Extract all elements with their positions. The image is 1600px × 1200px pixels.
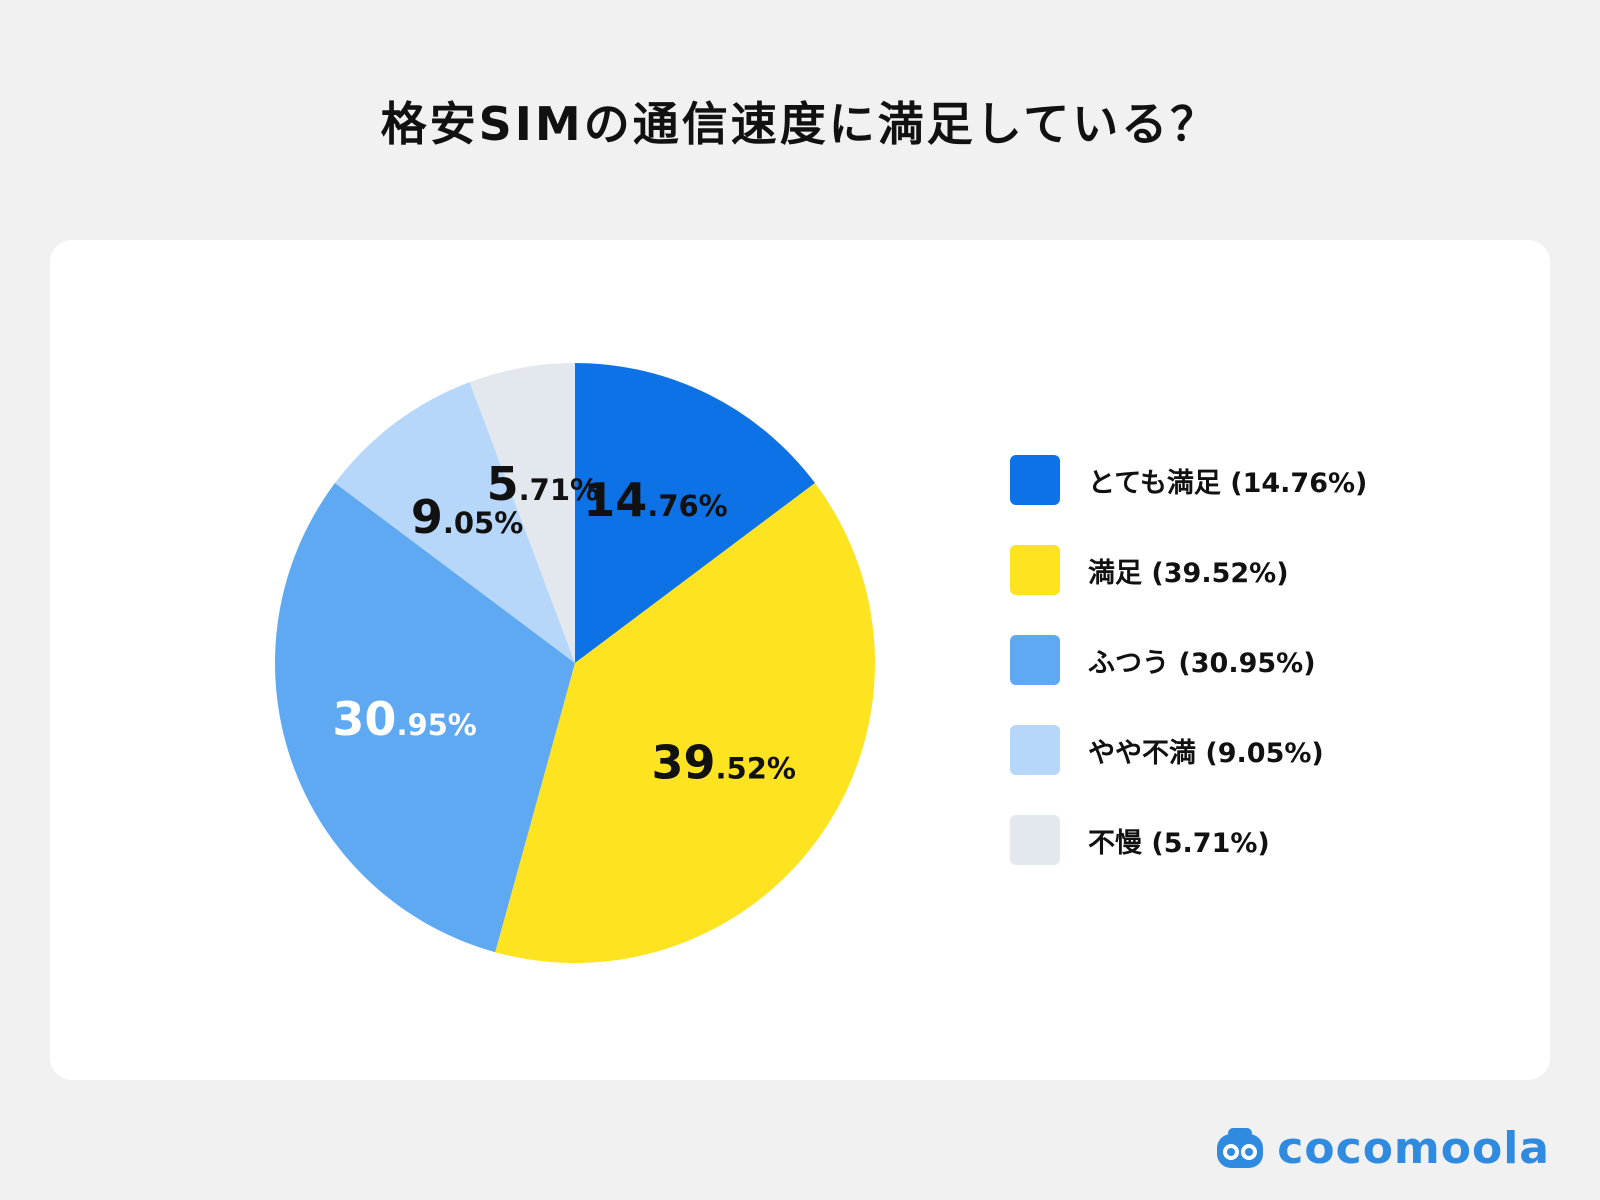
pie-label-1: 39.52% <box>651 735 795 789</box>
legend-swatch-4 <box>1010 815 1060 865</box>
legend-swatch-0 <box>1010 455 1060 505</box>
legend-item-4: 不慢 (5.71%) <box>1010 795 1367 885</box>
pie-label-0: 14.76% <box>583 473 727 527</box>
pie-label-2: 30.95% <box>332 692 476 746</box>
legend-label-2: ふつう (30.95%) <box>1088 647 1316 679</box>
legend-item-3: やや不満 (9.05%) <box>1010 705 1367 795</box>
pie-label-4: 5.71% <box>487 457 599 511</box>
pie-slice-3 <box>334 382 575 663</box>
chart-card: 14.76% 39.52% 30.95% 9.05% 5.71% とても満足 (14.7… <box>50 240 1550 1080</box>
legend: とても満足 (14.76%) 満足 (39.52%) ふつう (30.95%) やや不… <box>1010 435 1367 885</box>
brand-name: cocomoola <box>1277 1123 1550 1174</box>
legend-label-4: 不慢 (5.71%) <box>1088 827 1270 859</box>
legend-item-0: とても満足 (14.76%) <box>1010 435 1367 525</box>
legend-item-2: ふつう (30.95%) <box>1010 615 1367 705</box>
pie-slice-1 <box>495 483 876 963</box>
legend-label-1: 満足 (39.52%) <box>1088 557 1289 589</box>
legend-swatch-1 <box>1010 545 1060 595</box>
cocomoola-logo-icon <box>1217 1127 1264 1168</box>
pie-slice-2 <box>274 483 575 953</box>
brand-logo: cocomoola <box>1211 1123 1550 1174</box>
legend-item-1: 満足 (39.52%) <box>1010 525 1367 615</box>
legend-swatch-3 <box>1010 725 1060 775</box>
pie-slice-4 <box>469 363 575 663</box>
legend-label-3: やや不満 (9.05%) <box>1088 737 1324 769</box>
pie-label-3: 9.05% <box>411 490 523 544</box>
pie-chart: 14.76% 39.52% 30.95% 9.05%5.71% <box>274 363 876 963</box>
pie-slice-0 <box>575 363 816 663</box>
legend-label-0: とても満足 (14.76%) <box>1088 467 1368 499</box>
chart-title: 格安SIMの通信速度に満足している？ <box>380 97 1220 151</box>
legend-swatch-2 <box>1010 635 1060 685</box>
